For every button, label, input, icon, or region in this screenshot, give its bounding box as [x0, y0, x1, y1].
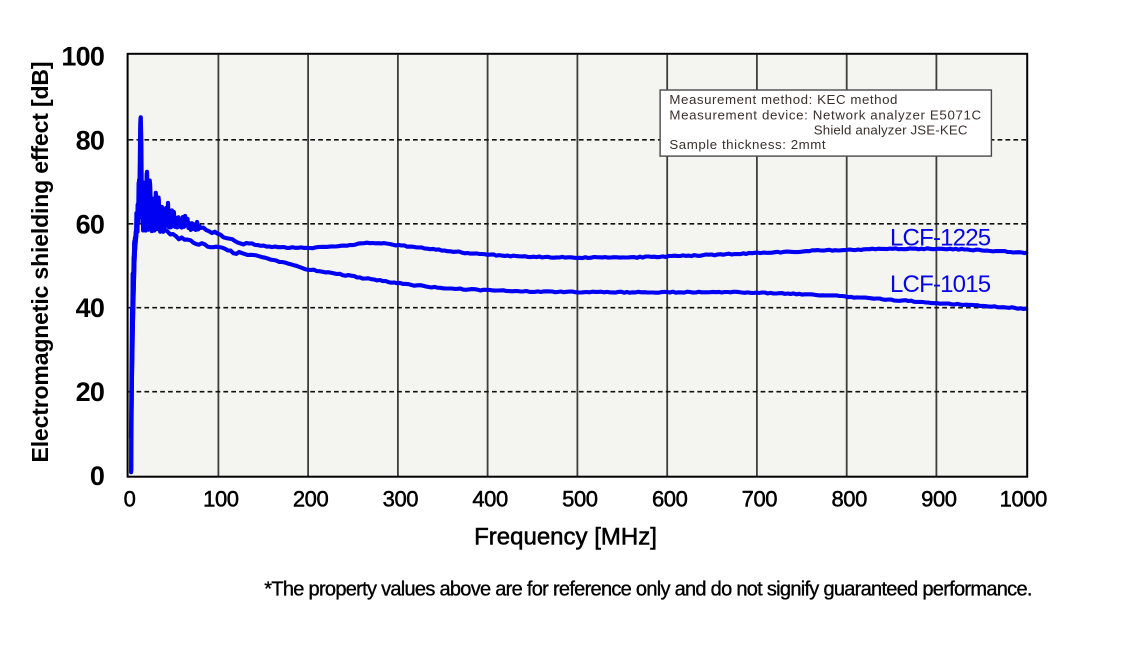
svg-text:900: 900: [921, 487, 957, 512]
svg-text:200: 200: [293, 487, 329, 512]
svg-text:LCF-1225: LCF-1225: [890, 224, 991, 251]
svg-text:Electromagnetic shielding effe: Electromagnetic shielding effect [dB]: [27, 62, 53, 463]
svg-text:0: 0: [124, 487, 136, 512]
svg-text:80: 80: [76, 125, 105, 155]
svg-text:Sample thickness: 2mmt: Sample thickness: 2mmt: [669, 137, 826, 152]
svg-text:60: 60: [76, 209, 105, 239]
svg-text:800: 800: [831, 487, 867, 512]
svg-text:700: 700: [742, 487, 778, 512]
svg-text:*The property values above are: *The property values above are for refer…: [264, 579, 1031, 601]
svg-text:40: 40: [76, 293, 105, 323]
svg-text:1000: 1000: [1000, 487, 1048, 512]
svg-text:Shield analyzer JSE-KEC: Shield analyzer JSE-KEC: [814, 122, 968, 137]
svg-text:600: 600: [652, 487, 688, 512]
svg-text:Frequency [MHz]: Frequency [MHz]: [474, 524, 657, 551]
svg-text:20: 20: [76, 377, 105, 407]
svg-text:400: 400: [472, 487, 508, 512]
svg-text:0: 0: [90, 461, 104, 491]
svg-text:300: 300: [383, 487, 419, 512]
svg-text:100: 100: [203, 487, 239, 512]
svg-text:100: 100: [61, 41, 104, 71]
svg-text:500: 500: [562, 487, 598, 512]
svg-text:Measurement device: Network an: Measurement device: Network analyzer E50…: [669, 107, 981, 122]
svg-text:Measurement method: KEC method: Measurement method: KEC method: [669, 92, 898, 107]
svg-text:LCF-1015: LCF-1015: [890, 271, 991, 298]
